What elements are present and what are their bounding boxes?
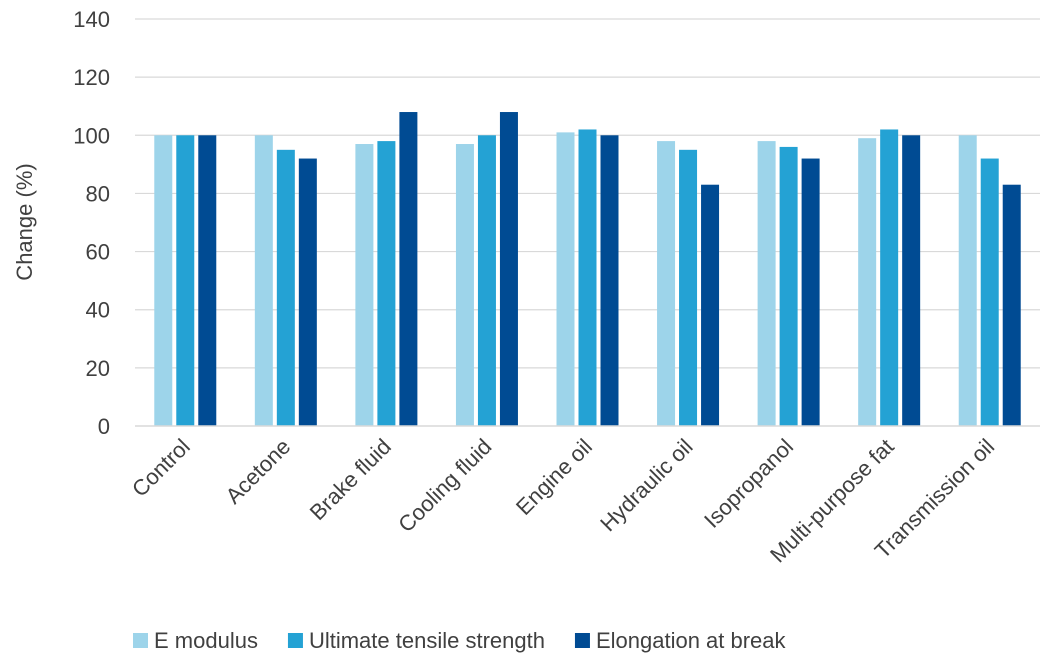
legend-label: E modulus bbox=[154, 628, 258, 653]
bar bbox=[578, 129, 597, 426]
bar bbox=[198, 135, 217, 427]
x-tick-label: Brake fluid bbox=[305, 434, 396, 525]
bar bbox=[679, 149, 698, 427]
bar bbox=[276, 149, 295, 427]
legend-swatch bbox=[133, 633, 148, 648]
x-tick-label: Cooling fluid bbox=[393, 434, 496, 537]
bar bbox=[399, 112, 418, 427]
bar bbox=[298, 158, 317, 427]
y-axis-ticks: 0 20 40 60 80 100 120 140 bbox=[73, 7, 110, 439]
y-tick-label: 60 bbox=[86, 240, 110, 265]
bar bbox=[499, 112, 518, 427]
legend-swatch bbox=[287, 633, 303, 648]
bar bbox=[556, 132, 575, 426]
bar bbox=[801, 158, 820, 427]
x-tick-label: Engine oil bbox=[511, 434, 597, 520]
x-tick-label: Acetone bbox=[221, 434, 296, 509]
bar bbox=[657, 141, 676, 426]
bar bbox=[858, 138, 877, 426]
bar bbox=[455, 144, 474, 426]
bar bbox=[377, 141, 396, 426]
y-tick-label: 0 bbox=[98, 414, 110, 439]
y-tick-label: 100 bbox=[73, 123, 110, 148]
bar bbox=[958, 135, 977, 427]
bar bbox=[701, 184, 720, 426]
bar bbox=[779, 146, 798, 426]
bar bbox=[154, 135, 173, 427]
bar bbox=[757, 141, 776, 426]
bars bbox=[154, 112, 1021, 427]
bar bbox=[1002, 184, 1021, 426]
x-tick-label: Isopropanol bbox=[699, 434, 798, 533]
bar bbox=[176, 135, 195, 427]
legend-label: Elongation at break bbox=[596, 628, 787, 653]
y-axis-label: Change (%) bbox=[12, 163, 37, 280]
y-tick-label: 120 bbox=[73, 65, 110, 90]
bar bbox=[477, 135, 496, 427]
x-tick-label: Control bbox=[127, 434, 195, 502]
bar bbox=[355, 144, 374, 426]
x-tick-label: Hydraulic oil bbox=[595, 434, 697, 536]
bar bbox=[600, 135, 619, 427]
y-tick-label: 140 bbox=[73, 7, 110, 32]
bar bbox=[880, 129, 899, 426]
bar bbox=[980, 158, 999, 427]
legend-label: Ultimate tensile strength bbox=[309, 628, 545, 653]
bar bbox=[254, 135, 273, 427]
legend-swatch bbox=[574, 633, 590, 648]
y-tick-label: 80 bbox=[86, 181, 110, 206]
legend: E modulus Ultimate tensile strength Elonga… bbox=[133, 628, 787, 653]
bar bbox=[902, 135, 921, 427]
y-tick-label: 40 bbox=[86, 298, 110, 323]
y-tick-label: 20 bbox=[86, 356, 110, 381]
